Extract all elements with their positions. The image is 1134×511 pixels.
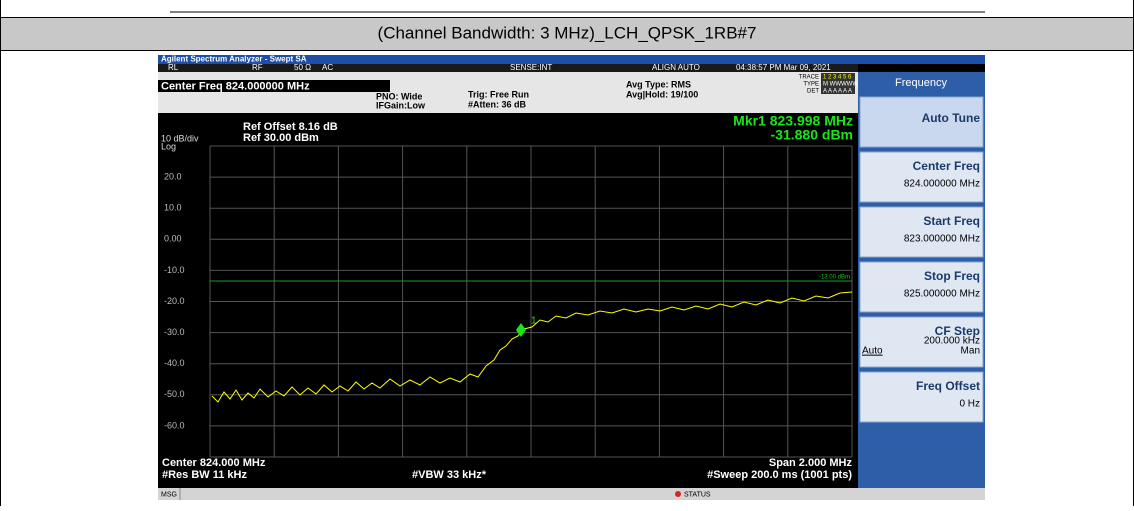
status-bar — [158, 64, 858, 72]
soft-key[interactable]: Start Freq 823.000000 MHz — [859, 206, 984, 258]
setting: #Atten: 36 dB — [468, 99, 527, 109]
key-label: Center Freq — [913, 159, 980, 173]
status-item: 04:38:57 PM Mar 09, 2021 — [736, 63, 831, 72]
status-item: 50 Ω — [294, 63, 311, 72]
key-face — [859, 371, 984, 423]
footer-item: #Res BW 11 kHz — [162, 469, 247, 481]
center-freq: Center Freq 824.000000 MHz — [161, 80, 310, 92]
key-face — [859, 316, 984, 368]
footer-item: Span 2.000 MHz — [769, 457, 853, 469]
key-label: Auto Tune — [922, 111, 981, 125]
setting: Avg|Hold: 19/100 — [626, 89, 698, 99]
key-option: Auto — [862, 346, 883, 357]
trace — [211, 291, 853, 403]
key-value: 824.000000 MHz — [904, 179, 980, 190]
marker — [516, 323, 526, 337]
ref-level: Ref 30.00 dBm — [243, 132, 319, 144]
setting: IFGain:Low — [376, 100, 426, 110]
key-face — [859, 151, 984, 203]
key-face — [859, 206, 984, 258]
scale: 10 dB/div — [161, 133, 199, 143]
marker-level: -31.880 dBm — [771, 127, 853, 143]
ref-offset: Ref Offset 8.16 dB — [243, 121, 338, 133]
key-face — [859, 96, 984, 148]
y-label: -20.0 — [164, 296, 185, 306]
y-label: -10.0 — [164, 265, 185, 275]
y-label: 10.0 — [164, 203, 182, 213]
soft-key[interactable]: Auto Tune — [859, 96, 984, 148]
setting: Avg Type: RMS — [626, 79, 691, 89]
info-panel — [158, 72, 858, 113]
trace-value: 1 2 3 4 5 6 — [823, 75, 852, 81]
status-item: AC — [322, 63, 333, 72]
trace-label: TRACE — [799, 75, 819, 81]
soft-key[interactable]: Stop Freq 825.000000 MHz — [859, 261, 984, 313]
key-value: 0 Hz — [959, 399, 980, 410]
menu-title: Frequency — [895, 77, 947, 89]
marker-freq: Mkr1 823.998 MHz — [733, 113, 853, 129]
limit-label: -13.00 dBm — [819, 275, 850, 281]
status-item: RL — [168, 63, 179, 72]
setting: PNO: Wide — [376, 91, 422, 101]
footer-item: Center 824.000 MHz — [162, 457, 266, 469]
key-option: Man — [961, 346, 980, 357]
setting: Trig: Free Run — [468, 89, 529, 99]
y-label: -50.0 — [164, 389, 185, 399]
key-value: 825.000000 MHz — [904, 289, 980, 300]
msg-bar — [158, 488, 985, 500]
y-label: 20.0 — [164, 171, 182, 181]
key-value: 823.000000 MHz — [904, 234, 980, 245]
key-label: Freq Offset — [916, 379, 980, 393]
footer-item: #VBW 33 kHz* — [412, 469, 487, 481]
msg: MSG — [161, 491, 177, 498]
trace-label: TYPE — [803, 82, 819, 88]
status: STATUS — [684, 491, 711, 498]
trace-value: A A A A A A — [823, 89, 852, 95]
status-item: SENSE:INT — [510, 63, 552, 72]
y-label: -40.0 — [164, 358, 185, 368]
status-icon — [675, 491, 681, 497]
trace-box — [821, 73, 855, 94]
soft-key[interactable]: Center Freq 824.000000 MHz — [859, 151, 984, 203]
key-label: Start Freq — [923, 214, 980, 228]
marker-id: 1 — [531, 316, 537, 327]
status-item: RF — [252, 63, 263, 72]
key-face — [859, 261, 984, 313]
y-label: -30.0 — [164, 327, 185, 337]
y-label: 0.00 — [164, 234, 182, 244]
key-value: 200.000 kHz — [924, 336, 980, 347]
footer-item: #Sweep 200.0 ms (1001 pts) — [707, 469, 852, 481]
log-label: Log — [161, 141, 176, 151]
center-box — [158, 80, 390, 92]
status-item: ALIGN AUTO — [652, 63, 700, 72]
header-row — [0, 17, 1134, 51]
graticule — [209, 145, 853, 458]
window-bar — [158, 55, 985, 64]
key-label: CF Step — [935, 324, 980, 338]
y-label: -60.0 — [164, 420, 185, 430]
trace-value: M WWWWW — [823, 82, 858, 88]
soft-key[interactable]: Freq Offset 0 Hz — [859, 371, 984, 423]
window-title: Agilent Spectrum Analyzer - Swept SA — [161, 55, 307, 64]
trace-label: DET — [807, 89, 819, 95]
header-title: (Channel Bandwidth: 3 MHz)_LCH_QPSK_1RB#… — [378, 23, 757, 42]
key-label: Stop Freq — [924, 269, 980, 283]
